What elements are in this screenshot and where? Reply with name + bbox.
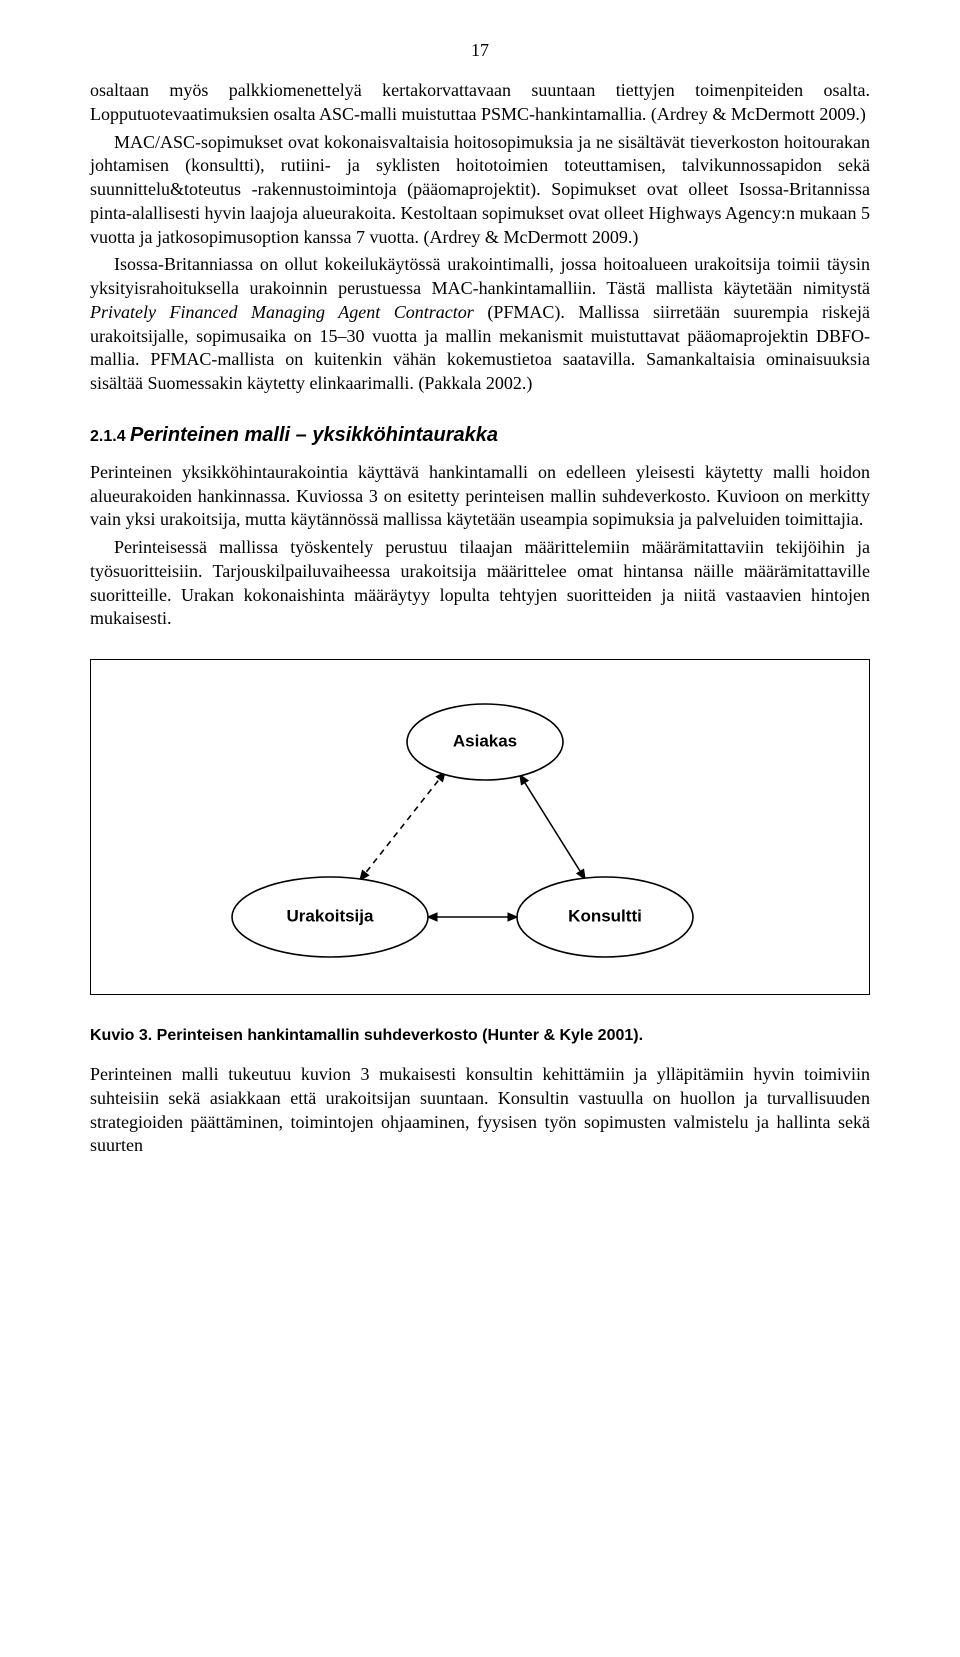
diagram-container: Asiakas Urakoitsija Konsultti	[90, 659, 870, 995]
paragraph-6: Perinteinen malli tukeutuu kuvion 3 muka…	[90, 1063, 870, 1158]
node-label-asiakas: Asiakas	[453, 731, 517, 750]
p3-italic: Privately Financed Managing Agent Contra…	[90, 302, 474, 322]
node-label-urakoitsija: Urakoitsija	[287, 906, 374, 925]
page-number: 17	[90, 40, 870, 61]
paragraph-1: osaltaan myös palkkiomenettelyä kertakor…	[90, 79, 870, 127]
figure-caption: Kuvio 3. Perinteisen hankintamallin suhd…	[90, 1027, 870, 1045]
paragraph-5: Perinteisessä mallissa työskentely perus…	[90, 536, 870, 631]
page: 17 osaltaan myös palkkiomenettelyä kerta…	[0, 0, 960, 1212]
section-heading: 2.1.4 Perinteinen malli – yksikköhintaur…	[90, 424, 870, 447]
node-label-konsultti: Konsultti	[568, 906, 642, 925]
section-title: Perinteinen malli – yksikköhintaurakka	[130, 424, 498, 446]
section-number: 2.1.4	[90, 428, 126, 445]
paragraph-3: Isossa-Britanniassa on ollut kokeilukäyt…	[90, 253, 870, 396]
edge-asiakas-konsultti	[520, 775, 585, 879]
edge-asiakas-urakoitsija	[360, 772, 445, 880]
paragraph-2: MAC/ASC-sopimukset ovat kokonaisvaltaisi…	[90, 131, 870, 250]
p3-part-a: Isossa-Britanniassa on ollut kokeilukäyt…	[90, 254, 870, 298]
relationship-diagram: Asiakas Urakoitsija Konsultti	[225, 682, 735, 972]
paragraph-4: Perinteinen yksikköhintaurakointia käytt…	[90, 461, 870, 532]
